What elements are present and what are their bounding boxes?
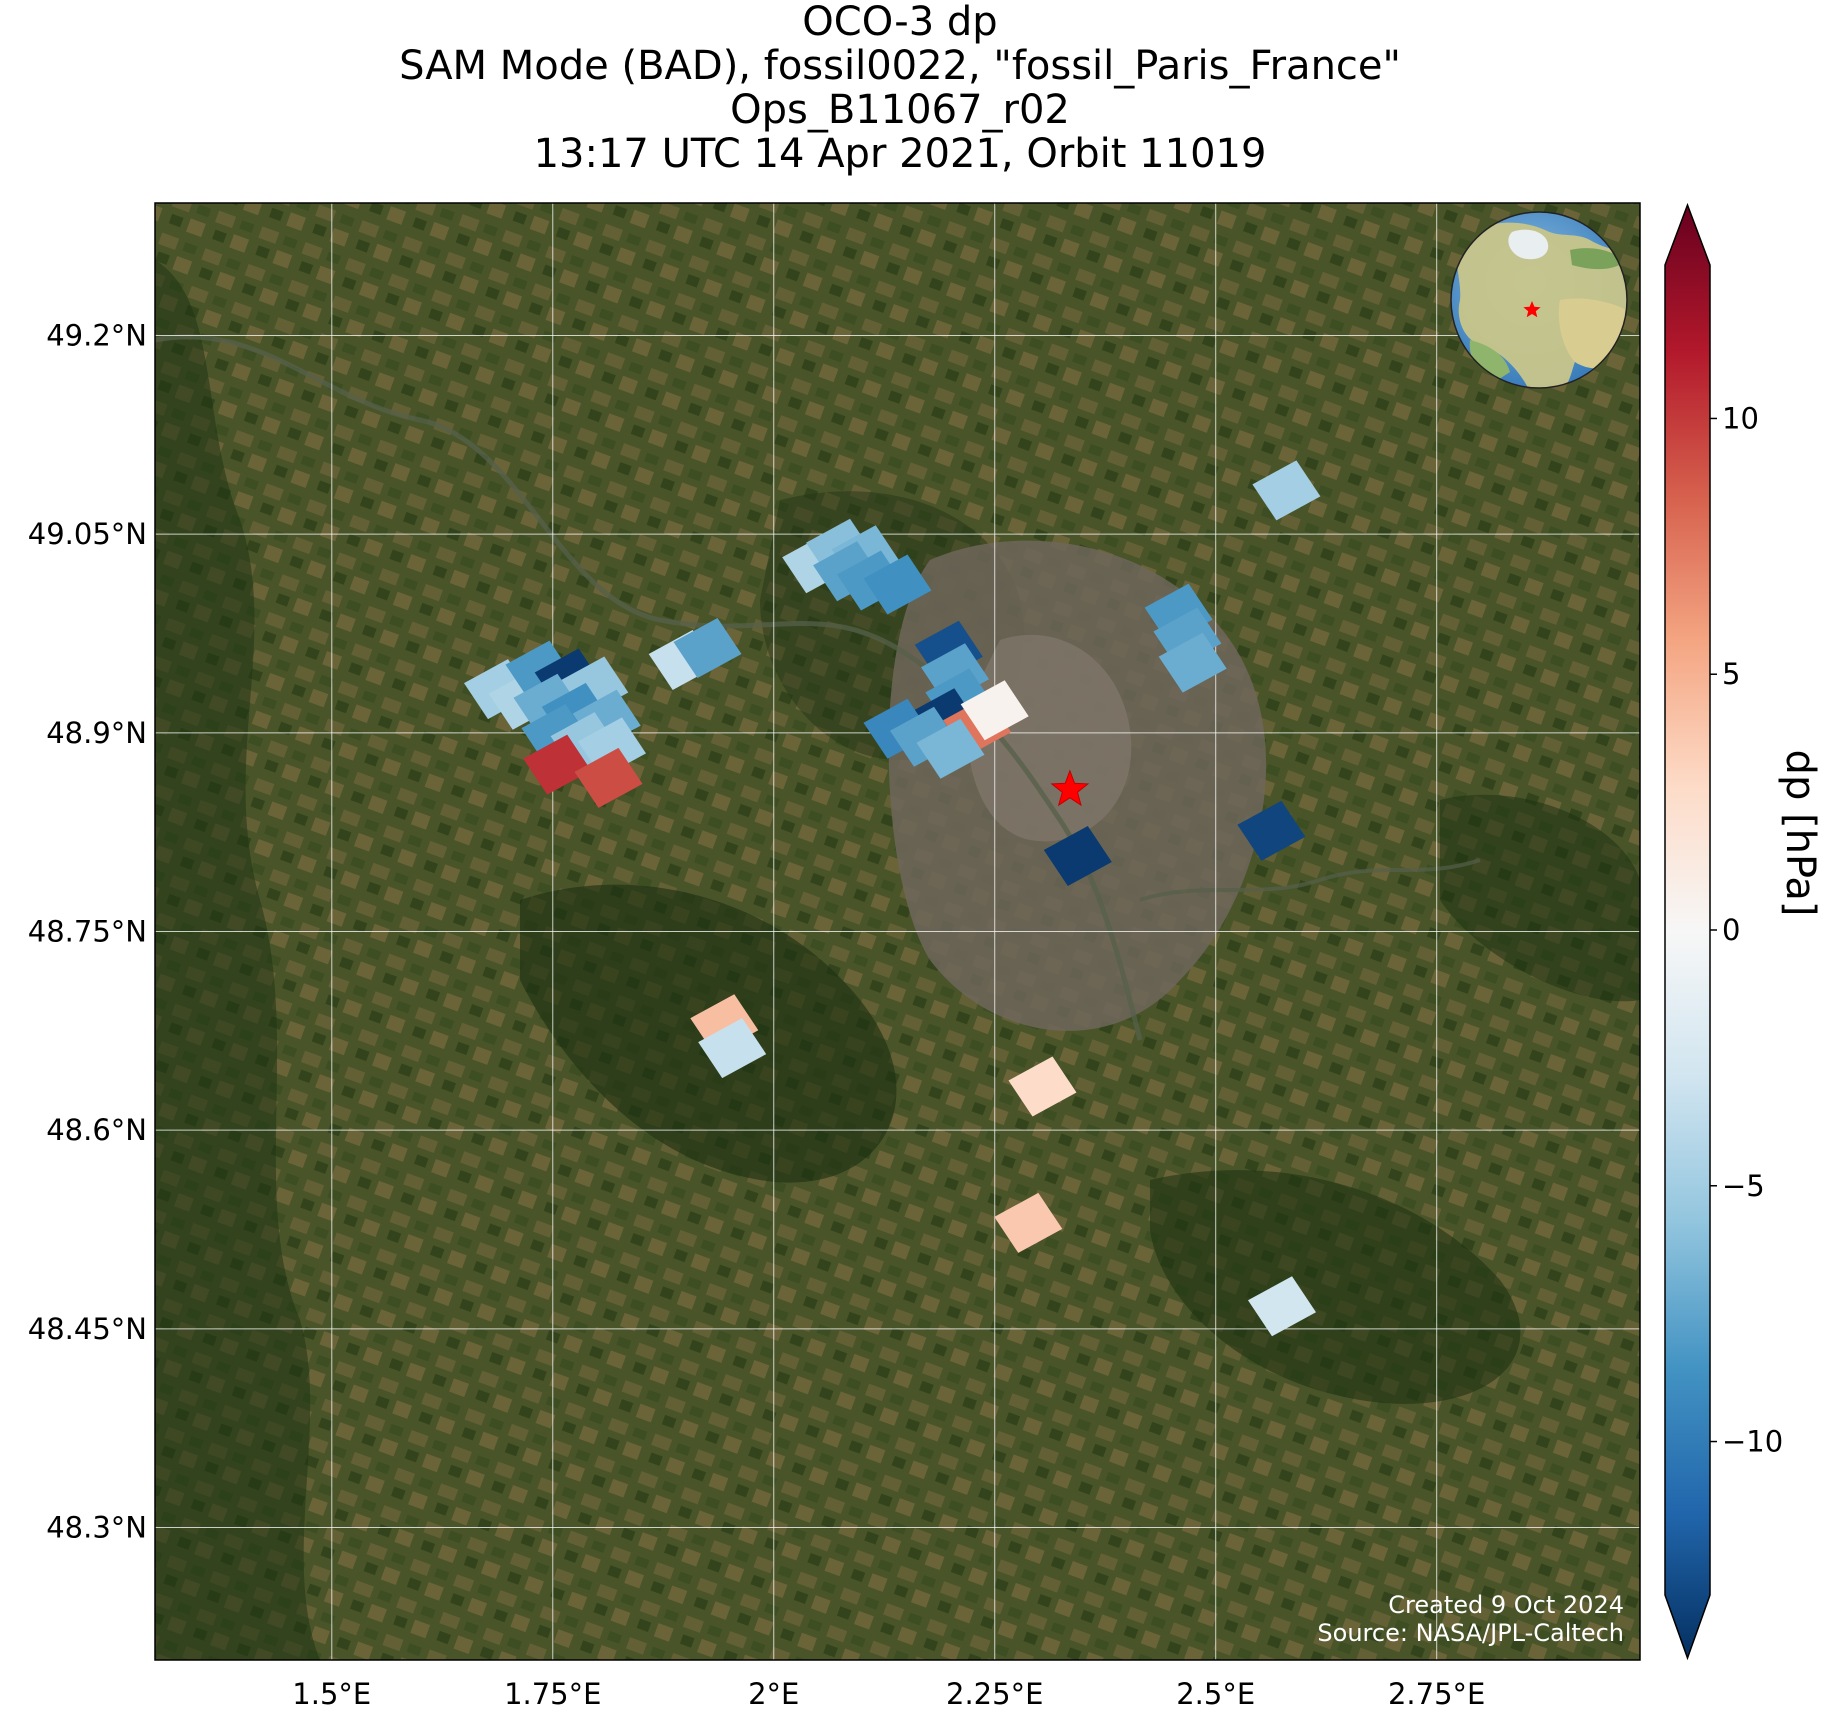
colorbar-tick-label: 0: [1722, 913, 1740, 947]
title-block: OCO-3 dp SAM Mode (BAD), fossil0022, "fo…: [0, 0, 1800, 176]
sounding-footprint: [1158, 632, 1227, 693]
title-line-2: SAM Mode (BAD), fossil0022, "fossil_Pari…: [399, 43, 1401, 89]
sounding-footprint: [673, 618, 742, 678]
lat-tick-label: 49.05°N: [28, 517, 147, 551]
lon-tick-label: 1.5°E: [292, 1677, 371, 1711]
longitude-tick-labels: 1.5°E 1.75°E 2°E 2.25°E 2.5°E 2.75°E: [292, 1677, 1485, 1711]
colorbar-tick-label: −10: [1722, 1425, 1783, 1459]
lat-tick-label: 48.45°N: [28, 1312, 147, 1346]
colorbar-tick-label: 5: [1722, 657, 1740, 691]
sounding-footprint: [994, 1192, 1063, 1253]
colorbar: 10 5 0 −5 −10 dp [hPa]: [1664, 202, 1823, 1661]
sounding-footprint: [1043, 826, 1112, 886]
sounding-footprint: [1252, 460, 1321, 521]
colorbar-label: dp [hPa]: [1777, 750, 1823, 917]
lon-tick-label: 2.25°E: [946, 1677, 1043, 1711]
colorbar-tick-label: −5: [1722, 1169, 1765, 1203]
map-frame: [154, 202, 1641, 1661]
lon-tick-label: 1.75°E: [504, 1677, 601, 1711]
lat-tick-label: 48.9°N: [46, 716, 147, 750]
sounding-footprint: [574, 747, 643, 808]
lat-tick-label: 48.3°N: [46, 1511, 147, 1545]
sounding-footprint: [916, 718, 985, 779]
sounding-footprint: [523, 734, 592, 795]
colorbar-tick-label: 10: [1722, 401, 1759, 435]
title-line-4: 13:17 UTC 14 Apr 2021, Orbit 11019: [533, 131, 1267, 177]
sounding-footprint: [960, 680, 1029, 741]
sounding-footprint: [1008, 1056, 1077, 1117]
map-axes: Created 9 Oct 2024 Source: NASA/JPL-Calt…: [154, 202, 1641, 1661]
target-star-icon: [1050, 769, 1090, 807]
credit-created: Created 9 Oct 2024: [1388, 1591, 1624, 1619]
globe-target-star-icon: [1523, 301, 1541, 318]
sounding-footprint: [863, 554, 932, 615]
sounding-footprint: [1237, 800, 1306, 861]
latitude-tick-labels: 49.2°N 49.05°N 48.9°N 48.75°N 48.6°N 48.45°N 4…: [28, 318, 147, 1544]
lat-tick-label: 49.2°N: [46, 318, 147, 352]
lat-tick-label: 48.6°N: [46, 1113, 147, 1147]
lon-tick-label: 2°E: [748, 1677, 799, 1711]
lon-tick-label: 2.75°E: [1388, 1677, 1485, 1711]
lat-tick-label: 48.75°N: [28, 915, 147, 949]
credit-source: Source: NASA/JPL-Caltech: [1317, 1619, 1624, 1647]
title-line-3: Ops_B11067_r02: [730, 87, 1070, 133]
colorbar-gradient: [1664, 202, 1711, 1661]
sounding-footprint: [1248, 1276, 1316, 1337]
colorbar-ticks: 10 5 0 −5 −10: [1710, 401, 1783, 1459]
title-line-1: OCO-3 dp: [802, 0, 998, 45]
lon-tick-label: 2.5°E: [1176, 1677, 1255, 1711]
sounding-footprints: [464, 460, 1321, 1337]
inset-globe: [1450, 211, 1628, 389]
sounding-footprint: [698, 1018, 767, 1079]
globe-land: [1456, 222, 1627, 388]
